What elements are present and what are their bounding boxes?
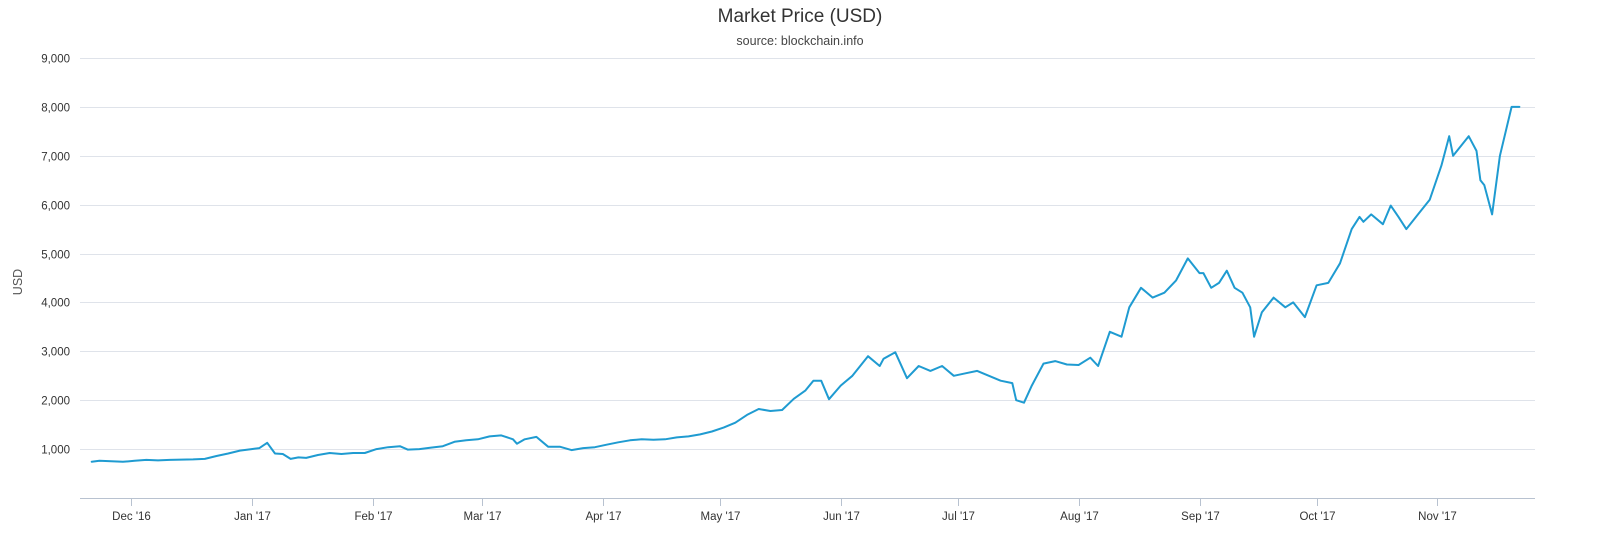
y-axis-label: USD <box>11 269 25 295</box>
y-tick-label: 5,000 <box>41 250 70 262</box>
series-line <box>90 105 1521 463</box>
x-tick-label: Mar '17 <box>464 511 502 523</box>
y-tick-label: 3,000 <box>41 347 70 359</box>
x-tick-label: Feb '17 <box>355 511 393 523</box>
x-tick-label: Jan '17 <box>234 511 271 523</box>
x-axis: Dec '16 Jan '17 Feb '17 Mar '17 Apr '17 May '… <box>80 498 1535 523</box>
series-layer <box>90 105 1521 463</box>
gridlines <box>80 58 1535 450</box>
x-tick-label: Apr '17 <box>585 511 621 523</box>
y-tick-label: 6,000 <box>41 201 70 213</box>
chart-title: Market Price (USD) <box>717 6 883 27</box>
x-tick-label: Jul '17 <box>942 511 975 523</box>
y-axis: 1,000 2,000 3,000 4,000 5,000 6,000 7,000 8,000… <box>41 54 70 457</box>
x-tick-label: May '17 <box>701 511 741 523</box>
y-tick-label: 1,000 <box>41 445 70 457</box>
chart-subtitle: source: blockchain.info <box>736 34 864 48</box>
x-tick-label: Oct '17 <box>1299 511 1335 523</box>
y-tick-label: 7,000 <box>41 152 70 164</box>
x-tick-label: Sep '17 <box>1181 511 1220 523</box>
x-tick-label: Aug '17 <box>1060 511 1099 523</box>
y-tick-label: 4,000 <box>41 298 70 310</box>
y-tick-label: 2,000 <box>41 396 70 408</box>
y-tick-label: 8,000 <box>41 103 70 115</box>
x-tick-label: Dec '16 <box>112 511 151 523</box>
y-tick-label: 9,000 <box>41 54 70 66</box>
x-tick-label: Jun '17 <box>823 511 860 523</box>
x-tick-label: Nov '17 <box>1418 511 1457 523</box>
